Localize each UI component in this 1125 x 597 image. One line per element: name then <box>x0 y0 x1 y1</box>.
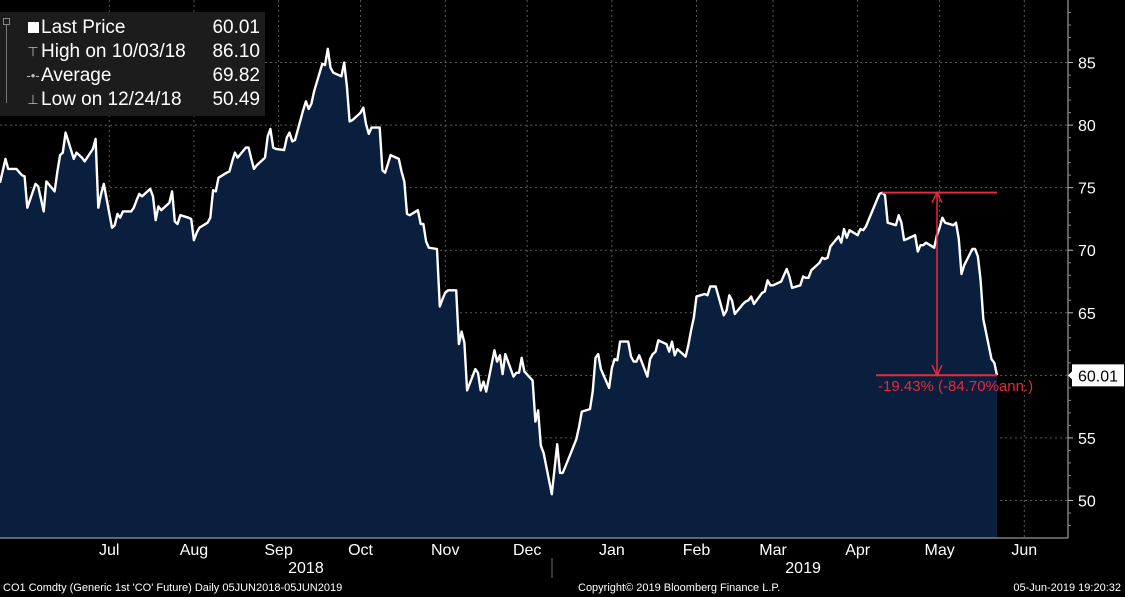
footer-ticker-info: CO1 Comdty (Generic 1st 'CO' Future) Dai… <box>3 582 343 594</box>
x-tick-label: Oct <box>348 542 373 559</box>
x-tick-label: Jun <box>1011 542 1037 559</box>
legend-item-high: ⊤ High on 10/03/18 86.10 <box>0 40 262 64</box>
square-marker-icon <box>28 22 39 33</box>
y-tick-label: 85 <box>1078 56 1096 73</box>
y-tick-label: 55 <box>1078 431 1096 448</box>
price-chart: 5055606570758085 JulAugSepOctNovDecJanFe… <box>0 0 1124 578</box>
x-tick-label: Sep <box>264 542 293 559</box>
last-price-value: 60.01 <box>1078 368 1118 385</box>
legend-label: High on 10/03/18 <box>41 41 186 62</box>
legend-label: Average <box>41 65 112 86</box>
footer-timestamp: 05-Jun-2019 19:20:32 <box>1013 582 1121 594</box>
x-tick-label: Feb <box>683 542 711 559</box>
legend-value: 60.01 <box>212 17 260 38</box>
y-axis: 5055606570758085 <box>1067 0 1096 538</box>
percent-change-annotation: -19.43% (-84.70%ann.) <box>876 191 1033 395</box>
legend-collapse-handle[interactable] <box>3 18 10 108</box>
low-marker-icon: ⊥ <box>27 92 39 107</box>
legend-item-last-price: Last Price 60.01 <box>0 16 262 40</box>
price-line <box>0 47 999 496</box>
x-tick-label: Apr <box>845 542 871 559</box>
legend-item-low: ⊥ Low on 12/24/18 50.49 <box>0 88 262 112</box>
y-tick-label: 70 <box>1078 243 1096 260</box>
y-tick-label: 75 <box>1078 181 1096 198</box>
x-tick-label: Jan <box>599 542 625 559</box>
annotation-arrow-tail <box>931 191 943 204</box>
legend-value: 69.82 <box>212 65 260 86</box>
legend-item-average: -•- Average 69.82 <box>0 64 262 88</box>
last-price-tag: 60.01 <box>1068 364 1124 387</box>
price-area-fill <box>0 48 997 539</box>
legend-label: Last Price <box>41 17 126 38</box>
x-year-label: 2019 <box>785 560 821 577</box>
legend-value: 50.49 <box>212 89 260 110</box>
y-tick-label: 80 <box>1078 118 1096 135</box>
legend-box: Last Price 60.01 ⊤ High on 10/03/18 86.1… <box>0 12 265 116</box>
x-axis: Jul Aug Sep Oct Nov Dec Jan Feb Mar Apr May Jun 2018… <box>0 537 1068 578</box>
x-tick-label: Dec <box>513 542 541 559</box>
last-price-pointer <box>1068 370 1073 381</box>
average-marker-icon: -•- <box>26 68 40 83</box>
x-tick-label: Nov <box>431 542 459 559</box>
footer-bar: CO1 Comdty (Generic 1st 'CO' Future) Dai… <box>0 580 1125 597</box>
x-tick-label: Jul <box>99 542 119 559</box>
annotation-label: -19.43% (-84.70%ann.) <box>878 378 1033 395</box>
legend-value: 86.10 <box>212 41 260 62</box>
x-year-label: 2018 <box>288 560 324 577</box>
y-tick-label: 65 <box>1078 306 1096 323</box>
footer-copyright: Copyright© 2019 Bloomberg Finance L.P. <box>578 582 781 594</box>
last-price-box <box>1072 364 1124 387</box>
x-tick-label: Mar <box>759 542 787 559</box>
y-tick-label: 50 <box>1078 493 1096 510</box>
x-tick-label: May <box>925 542 955 559</box>
x-tick-label: Aug <box>180 542 208 559</box>
legend-label: Low on 12/24/18 <box>41 89 182 110</box>
annotation-arrow-head <box>931 364 943 377</box>
high-marker-icon: ⊤ <box>27 44 39 59</box>
